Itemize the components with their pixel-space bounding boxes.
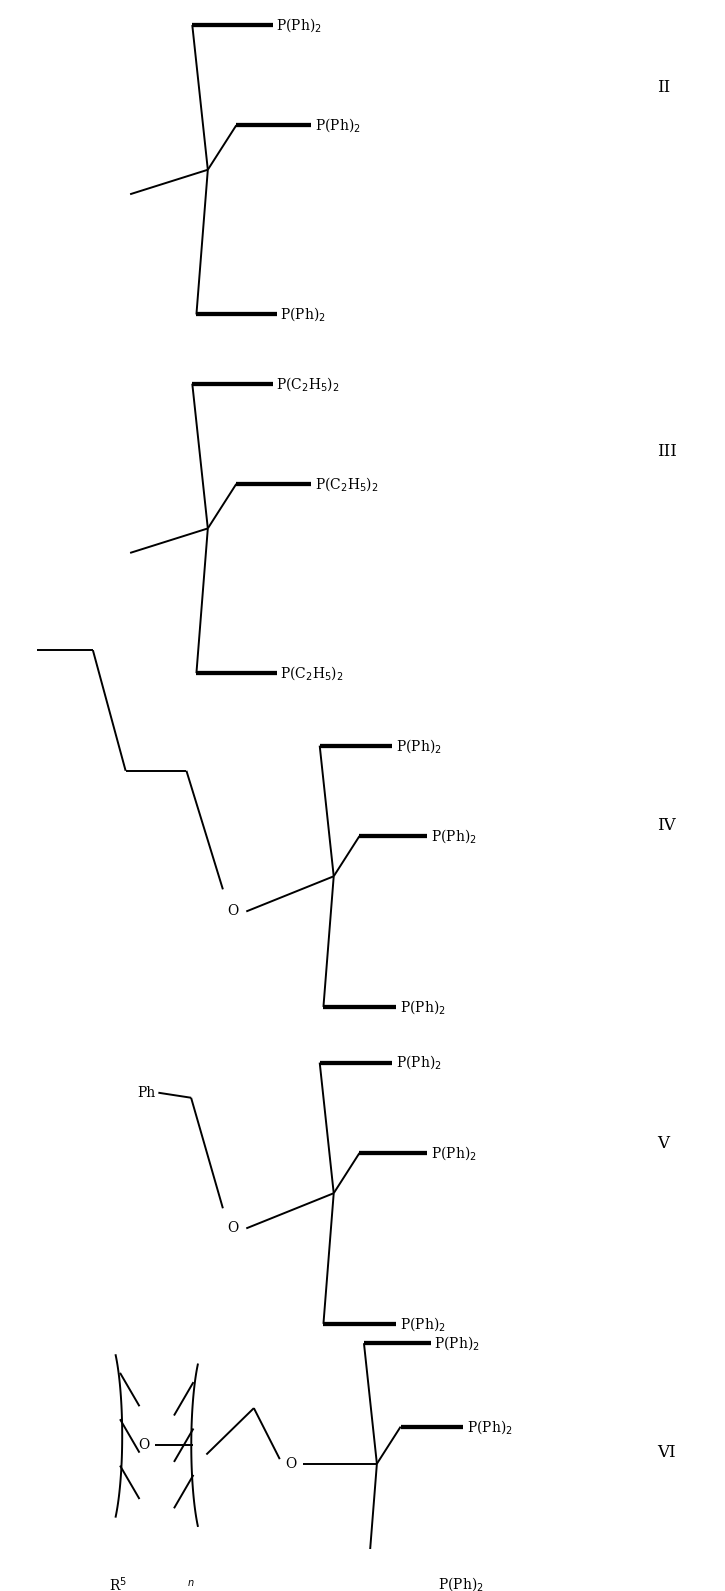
Text: Ph: Ph xyxy=(138,1085,156,1099)
Text: P(Ph)$_2$: P(Ph)$_2$ xyxy=(467,1418,513,1435)
Text: III: III xyxy=(658,442,677,460)
Text: P(Ph)$_2$: P(Ph)$_2$ xyxy=(431,1144,476,1161)
Text: IV: IV xyxy=(658,816,676,834)
Text: O: O xyxy=(228,1222,239,1235)
Text: O: O xyxy=(228,904,239,918)
Text: O: O xyxy=(285,1457,297,1470)
Text: P(C$_2$H$_5$)$_2$: P(C$_2$H$_5$)$_2$ xyxy=(276,375,340,393)
Text: P(Ph)$_2$: P(Ph)$_2$ xyxy=(315,116,361,134)
Text: P(Ph)$_2$: P(Ph)$_2$ xyxy=(431,827,476,845)
Text: P(C$_2$H$_5$)$_2$: P(C$_2$H$_5$)$_2$ xyxy=(281,663,344,683)
Text: P(Ph)$_2$: P(Ph)$_2$ xyxy=(438,1575,484,1591)
Text: II: II xyxy=(658,80,671,97)
Text: R$^5$: R$^5$ xyxy=(109,1575,127,1591)
Text: VI: VI xyxy=(658,1445,676,1462)
Text: V: V xyxy=(658,1136,669,1152)
Text: P(C$_2$H$_5$)$_2$: P(C$_2$H$_5$)$_2$ xyxy=(315,476,378,493)
Text: P(Ph)$_2$: P(Ph)$_2$ xyxy=(399,998,445,1015)
Text: P(Ph)$_2$: P(Ph)$_2$ xyxy=(434,1335,480,1352)
Text: P(Ph)$_2$: P(Ph)$_2$ xyxy=(399,1314,445,1333)
Text: P(Ph)$_2$: P(Ph)$_2$ xyxy=(396,737,442,754)
Text: $_{n}$: $_{n}$ xyxy=(188,1575,195,1589)
Text: O: O xyxy=(138,1438,149,1453)
Text: P(Ph)$_2$: P(Ph)$_2$ xyxy=(396,1053,442,1071)
Text: P(Ph)$_2$: P(Ph)$_2$ xyxy=(276,16,322,33)
Text: P(Ph)$_2$: P(Ph)$_2$ xyxy=(281,305,326,323)
